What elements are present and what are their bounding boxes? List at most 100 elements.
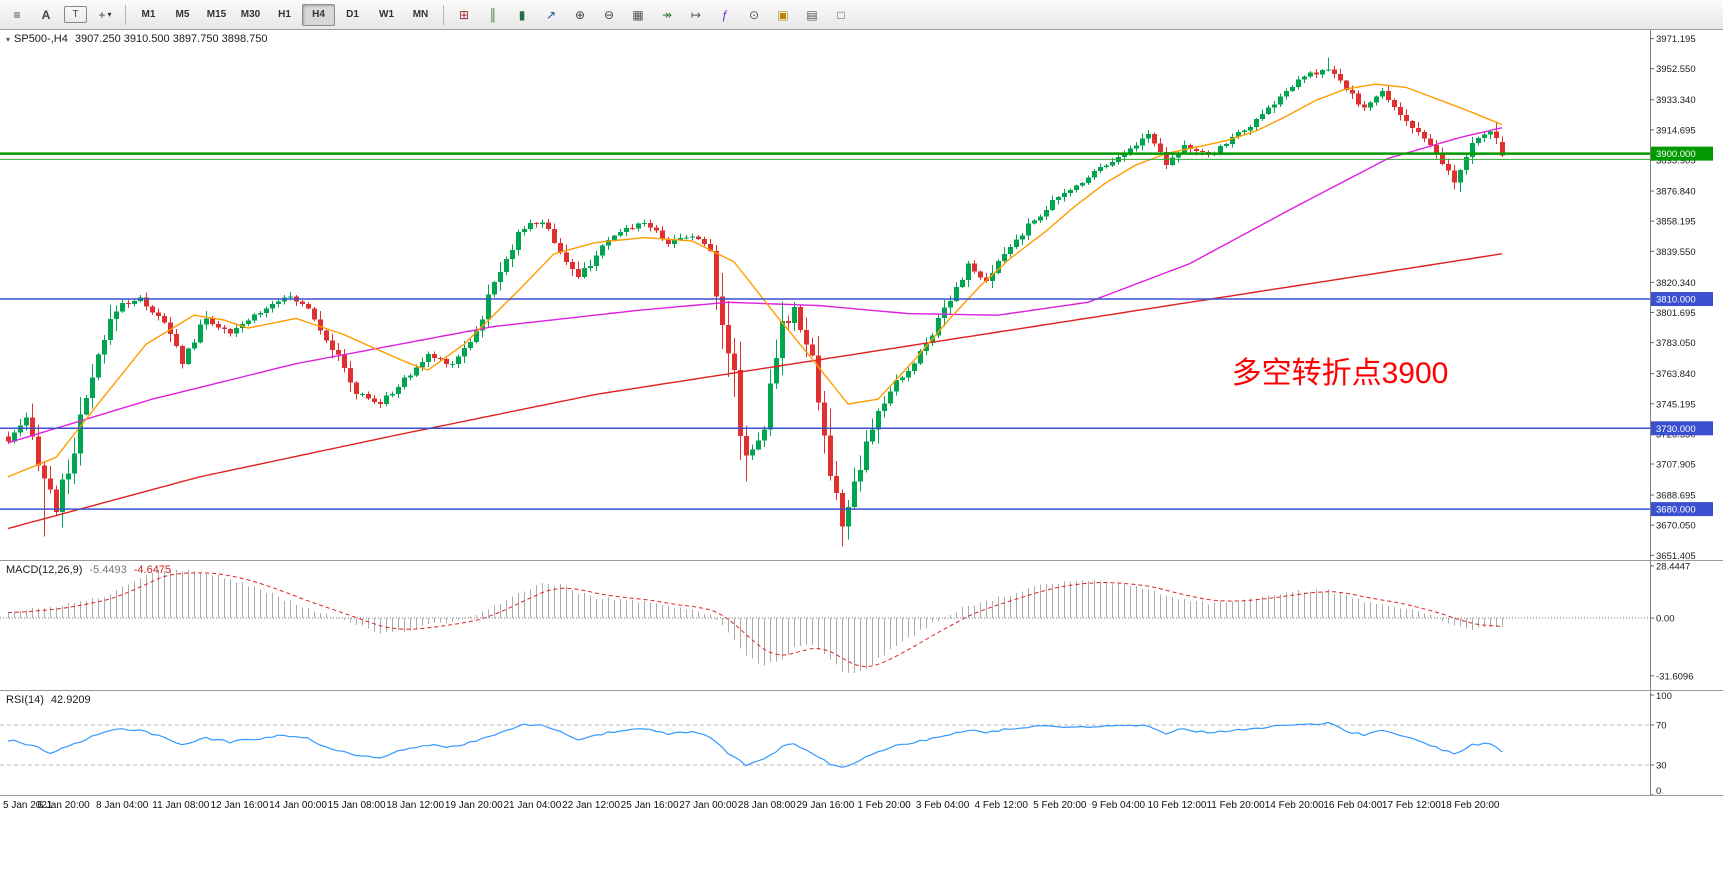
charts-list-icon[interactable]: ≡ <box>13 7 21 22</box>
time-axis[interactable]: 5 Jan 2021 6 Jan 20:00 8 Jan 04:00 11 Jan 0… <box>0 795 1723 820</box>
indicators-icon[interactable]: ƒ <box>721 7 729 22</box>
time-label: 9 Feb 04:00 <box>1091 800 1146 811</box>
price-axis-label: 3895.905 <box>1656 156 1696 167</box>
time-label: 28 Jan 08:00 <box>737 800 796 811</box>
rsi-name: RSI(14) <box>6 694 44 706</box>
full-screen-icon[interactable]: □ <box>837 7 845 22</box>
timeframe-button-M15[interactable]: M15 <box>206 8 227 20</box>
macd-axis-label: 28.4447 <box>1656 561 1690 572</box>
level-price-badge <box>1651 146 1713 161</box>
price-axis-label: 3952.550 <box>1656 64 1696 75</box>
level-badge-text: 3730.000 <box>1656 424 1696 435</box>
chart-context-icon[interactable]: ▾ <box>6 35 11 44</box>
time-label: 27 Jan 00:00 <box>679 800 738 811</box>
time-label: 19 Jan 20:00 <box>444 800 503 811</box>
time-label: 5 Feb 20:00 <box>1033 800 1087 811</box>
periods-icon[interactable]: ⊙ <box>748 7 760 22</box>
time-label: 14 Jan 00:00 <box>269 800 327 811</box>
price-chart-canvas[interactable]: 3971.195 3952.550 3933.340 3914.695 3895.905… <box>0 30 1723 560</box>
level-badge-text: 3680.000 <box>1656 505 1696 516</box>
horizontal-levels[interactable] <box>0 152 1650 510</box>
toolbar: ≡ A T + ▾ M1 M5 M15 M30 H1 H4 D1 W1 MN ⊞ ║ ▮ ↗ ⊕ ⊖ ▦ ↠ ↦ ƒ ⊙ ▣ ▤… <box>0 0 1723 30</box>
time-label: 4 Feb 12:00 <box>974 800 1028 811</box>
timeframe-button-M30[interactable]: M30 <box>240 8 261 20</box>
price-axis-label: 3783.050 <box>1656 338 1696 349</box>
symbol-period-text: SP500-,H4 <box>14 33 68 45</box>
rsi-panel[interactable]: 100 70 30 0 RSI(14) 42.9209 <box>0 690 1723 796</box>
chart-symbol-label: ▾ SP500-,H4 3907.250 3910.500 3897.750 389… <box>6 33 268 45</box>
macd-main-value: -5.4493 <box>89 564 127 576</box>
macd-panel[interactable]: 28.4447 0.00 -31.6096 MACD(12,26,9) -5.4493… <box>0 560 1723 691</box>
price-axis-label: 3745.195 <box>1656 399 1696 410</box>
rsi-line <box>7 721 1503 768</box>
timeframe-button-MN[interactable]: MN <box>412 8 429 20</box>
annotation-text: 多空转折点3900 <box>1231 357 1449 390</box>
time-label: 14 Feb 20:00 <box>1264 800 1324 811</box>
ohlc-text: 3907.250 3910.500 3897.750 3898.750 <box>74 33 268 45</box>
macd-name: MACD(12,26,9) <box>6 564 83 576</box>
timeframe-button-M1[interactable]: M1 <box>141 8 156 20</box>
price-axis-label: 3971.195 <box>1656 34 1696 45</box>
rsi-label: RSI(14) 42.9209 <box>6 694 91 706</box>
rsi-canvas[interactable]: 100 70 30 0 <box>0 691 1723 796</box>
templates-icon[interactable]: ▣ <box>777 7 789 22</box>
time-label: 17 Feb 12:00 <box>1381 800 1441 811</box>
macd-label: MACD(12,26,9) -5.4493 -4.6475 <box>6 564 171 576</box>
price-axis[interactable]: 3971.195 3952.550 3933.340 3914.695 3895.905… <box>1650 30 1713 560</box>
zoom-in-icon[interactable]: ⊕ <box>574 7 586 22</box>
candles-series <box>6 57 1505 547</box>
price-axis-label: 3933.340 <box>1656 95 1696 106</box>
price-axis-label: 3763.840 <box>1656 369 1696 380</box>
crosshair-button[interactable]: + ▾ <box>98 7 112 22</box>
price-axis-label: 3707.905 <box>1656 460 1696 471</box>
zoom-out-icon[interactable]: ⊖ <box>603 7 615 22</box>
rsi-axis[interactable]: 100 70 30 0 <box>1650 691 1672 796</box>
candlestick-chart-icon[interactable]: ▮ <box>518 7 526 22</box>
bar-chart-icon[interactable]: ║ <box>488 7 498 22</box>
macd-signal-value: -4.6475 <box>133 564 172 576</box>
text-annotation-button[interactable]: A <box>41 7 51 22</box>
time-label: 25 Jan 16:00 <box>620 800 679 811</box>
tile-windows-icon[interactable]: ▦ <box>632 7 644 22</box>
chart-shift-icon[interactable]: ↦ <box>690 7 702 22</box>
timeframe-button-H4[interactable]: H4 <box>302 3 335 26</box>
macd-axis[interactable]: 28.4447 0.00 -31.6096 <box>1650 561 1694 691</box>
macd-canvas[interactable]: 28.4447 0.00 -31.6096 <box>0 561 1723 691</box>
time-label: 12 Jan 16:00 <box>210 800 269 811</box>
toolbar-right-group: ⊞ ║ ▮ ↗ ⊕ ⊖ ▦ ↠ ↦ ƒ ⊙ ▣ ▤ □ <box>450 3 855 27</box>
rsi-axis-label: 70 <box>1656 721 1667 732</box>
time-label: 21 Jan 04:00 <box>503 800 562 811</box>
chevron-down-icon[interactable]: ▾ <box>107 9 112 19</box>
price-chart-panel[interactable]: 3971.195 3952.550 3933.340 3914.695 3895.905… <box>0 30 1723 560</box>
fast-ma-line <box>7 83 1503 478</box>
timeframe-button-M5[interactable]: M5 <box>175 8 190 20</box>
rsi-value: 42.9209 <box>50 694 91 706</box>
slow-ma-line <box>7 253 1503 530</box>
line-chart-icon[interactable]: ↗ <box>545 7 557 22</box>
macd-signal-line <box>7 572 1503 668</box>
price-axis-label: 3876.840 <box>1656 187 1696 198</box>
auto-scroll-icon[interactable]: ↠ <box>661 7 673 22</box>
time-label: 3 Feb 04:00 <box>915 800 970 811</box>
new-chart-icon[interactable]: ▤ <box>806 7 818 22</box>
timeframe-button-H1[interactable]: H1 <box>278 8 291 20</box>
time-label: 15 Jan 08:00 <box>327 800 386 811</box>
new-order-icon[interactable]: ⊞ <box>458 7 470 22</box>
time-label: 1 Feb 20:00 <box>857 800 911 811</box>
toolbar-separator <box>443 4 444 25</box>
price-axis-label: 3858.195 <box>1656 217 1696 228</box>
timeframe-button-D1[interactable]: D1 <box>346 8 359 20</box>
rsi-axis-label: 30 <box>1656 761 1667 772</box>
price-axis-label: 3651.405 <box>1656 551 1696 560</box>
timeframe-button-W1[interactable]: W1 <box>379 8 394 20</box>
toolbar-left-group: ≡ A T + ▾ <box>3 3 119 27</box>
text-box-button[interactable]: T <box>64 6 87 23</box>
level-price-badge <box>1651 502 1713 517</box>
time-label: 22 Jan 12:00 <box>562 800 620 811</box>
time-label: 29 Jan 16:00 <box>796 800 855 811</box>
level-price-badge <box>1651 421 1713 436</box>
macd-axis-label: -31.6096 <box>1656 671 1694 682</box>
level-price-badge <box>1651 292 1713 307</box>
time-label: 10 Feb 12:00 <box>1147 800 1207 811</box>
